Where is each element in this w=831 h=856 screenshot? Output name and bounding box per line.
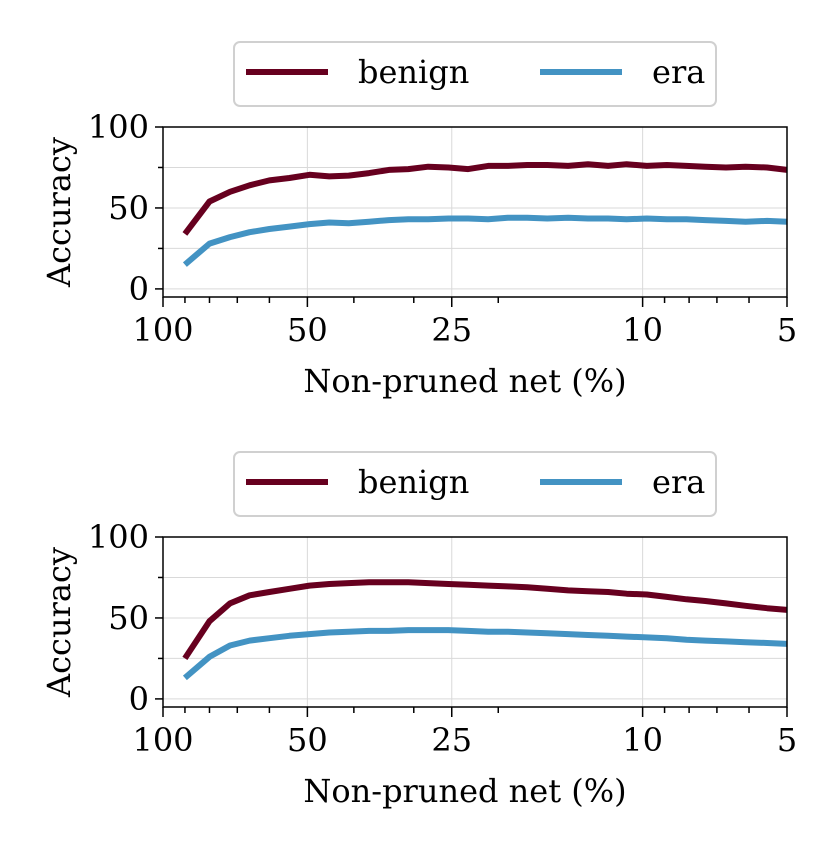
y-tick-label: 0 bbox=[129, 270, 149, 308]
x-tick-label: 50 bbox=[287, 721, 328, 759]
x-axis-label: Non-pruned net (%) bbox=[303, 362, 626, 400]
legend-label-era: era bbox=[652, 463, 705, 501]
legend-box bbox=[233, 41, 717, 107]
legend-label-benign: benign bbox=[358, 53, 469, 91]
y-tick-label: 50 bbox=[108, 599, 149, 637]
y-tick-label: 50 bbox=[108, 189, 149, 227]
legend-label-benign: benign bbox=[358, 463, 469, 501]
x-tick-label: 5 bbox=[777, 311, 797, 349]
x-tick-label: 25 bbox=[431, 721, 472, 759]
x-tick-label: 50 bbox=[287, 311, 328, 349]
plot-frame bbox=[162, 126, 788, 298]
legend-label-era: era bbox=[652, 53, 705, 91]
series-line-benign bbox=[182, 161, 788, 236]
legend: benign era bbox=[233, 451, 717, 517]
y-axis-label: Accuracy bbox=[40, 547, 78, 698]
x-tick-label: 25 bbox=[431, 311, 472, 349]
y-tick-label: 0 bbox=[129, 680, 149, 718]
legend: benign era bbox=[233, 41, 717, 107]
chart-panel-bottom: 0 50 100 100 50 25 10 5 Non-pruned net (%) Accura… bbox=[40, 451, 797, 810]
x-tick-label: 10 bbox=[622, 721, 663, 759]
x-axis-label: Non-pruned net (%) bbox=[303, 772, 626, 810]
series-line-benign bbox=[182, 579, 788, 661]
x-tick-label: 10 bbox=[622, 311, 663, 349]
plot-frame bbox=[162, 536, 788, 708]
x-tick-label: 100 bbox=[132, 311, 193, 349]
y-tick-label: 100 bbox=[88, 108, 149, 146]
series-line-era bbox=[182, 627, 788, 681]
y-tick-label: 100 bbox=[88, 518, 149, 556]
series-line-era bbox=[182, 214, 788, 267]
x-tick-label: 5 bbox=[777, 721, 797, 759]
chart-panel-top: 0 50 100 100 50 25 10 5 Non-pruned net (%) Accura… bbox=[40, 41, 797, 400]
y-axis-label: Accuracy bbox=[40, 137, 78, 288]
legend-box bbox=[233, 451, 717, 517]
x-tick-label: 100 bbox=[132, 721, 193, 759]
